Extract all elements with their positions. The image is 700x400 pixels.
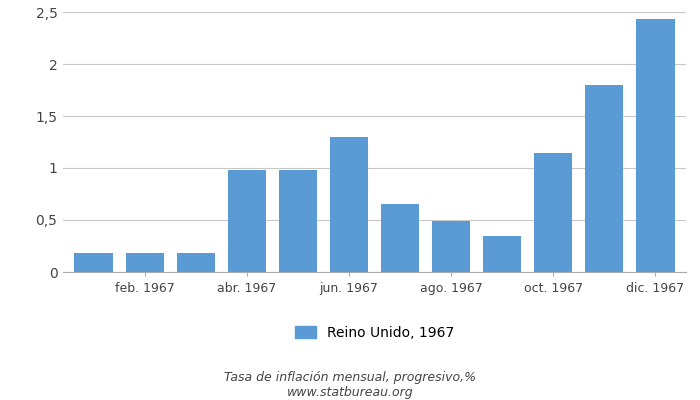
Bar: [125, 253, 164, 272]
Bar: [74, 253, 113, 272]
Text: Tasa de inflación mensual, progresivo,%: Tasa de inflación mensual, progresivo,%: [224, 372, 476, 384]
Bar: [585, 85, 624, 272]
Bar: [228, 170, 266, 272]
Bar: [636, 19, 675, 272]
Text: www.statbureau.org: www.statbureau.org: [287, 386, 413, 399]
Bar: [176, 253, 215, 272]
Legend: Reino Unido, 1967: Reino Unido, 1967: [295, 326, 454, 340]
Bar: [330, 137, 368, 272]
Bar: [432, 221, 470, 272]
Bar: [483, 236, 522, 272]
Bar: [279, 170, 317, 272]
Bar: [381, 204, 419, 272]
Bar: [534, 154, 573, 272]
